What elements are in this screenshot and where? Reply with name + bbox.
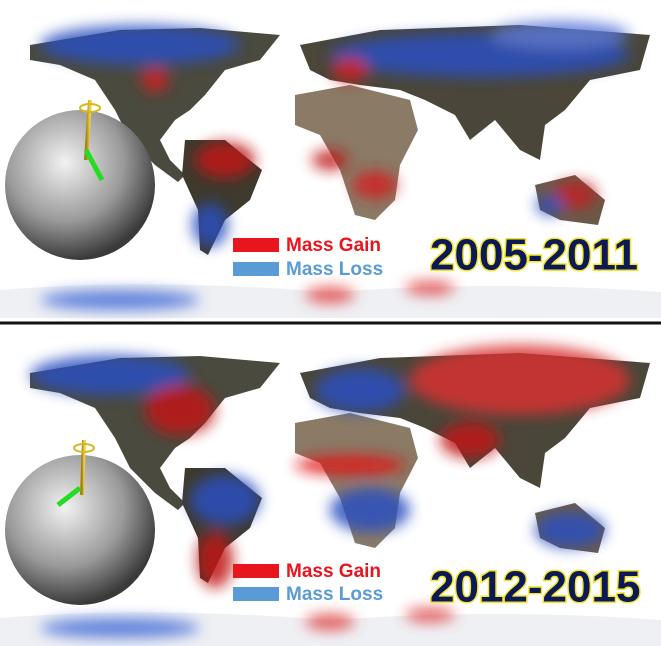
panel-1: Mass Gain Mass Loss 2005-2011 (0, 21, 661, 318)
spin-axis (80, 439, 86, 496)
mass-change-overlay (30, 345, 630, 638)
legend-swatch (233, 587, 279, 601)
legend-swatch (233, 564, 279, 578)
period-label: 2012-2015 (430, 563, 640, 612)
globe (5, 110, 155, 260)
pole-drift-arrow (83, 148, 105, 182)
legend-label: Mass Gain (286, 235, 381, 256)
globe (5, 455, 155, 605)
mass-change-overlay (40, 21, 630, 310)
legend-label: Mass Gain (286, 561, 381, 582)
legend-label: Mass Loss (286, 259, 383, 280)
legend-label: Mass Loss (286, 584, 383, 605)
legend-swatch (233, 262, 279, 276)
panel-2: Mass Gain Mass Loss 2012-2015 (0, 345, 661, 646)
pole-drift-arrow (56, 486, 82, 507)
legend-swatch (233, 238, 279, 252)
period-label: 2005-2011 (430, 231, 638, 280)
